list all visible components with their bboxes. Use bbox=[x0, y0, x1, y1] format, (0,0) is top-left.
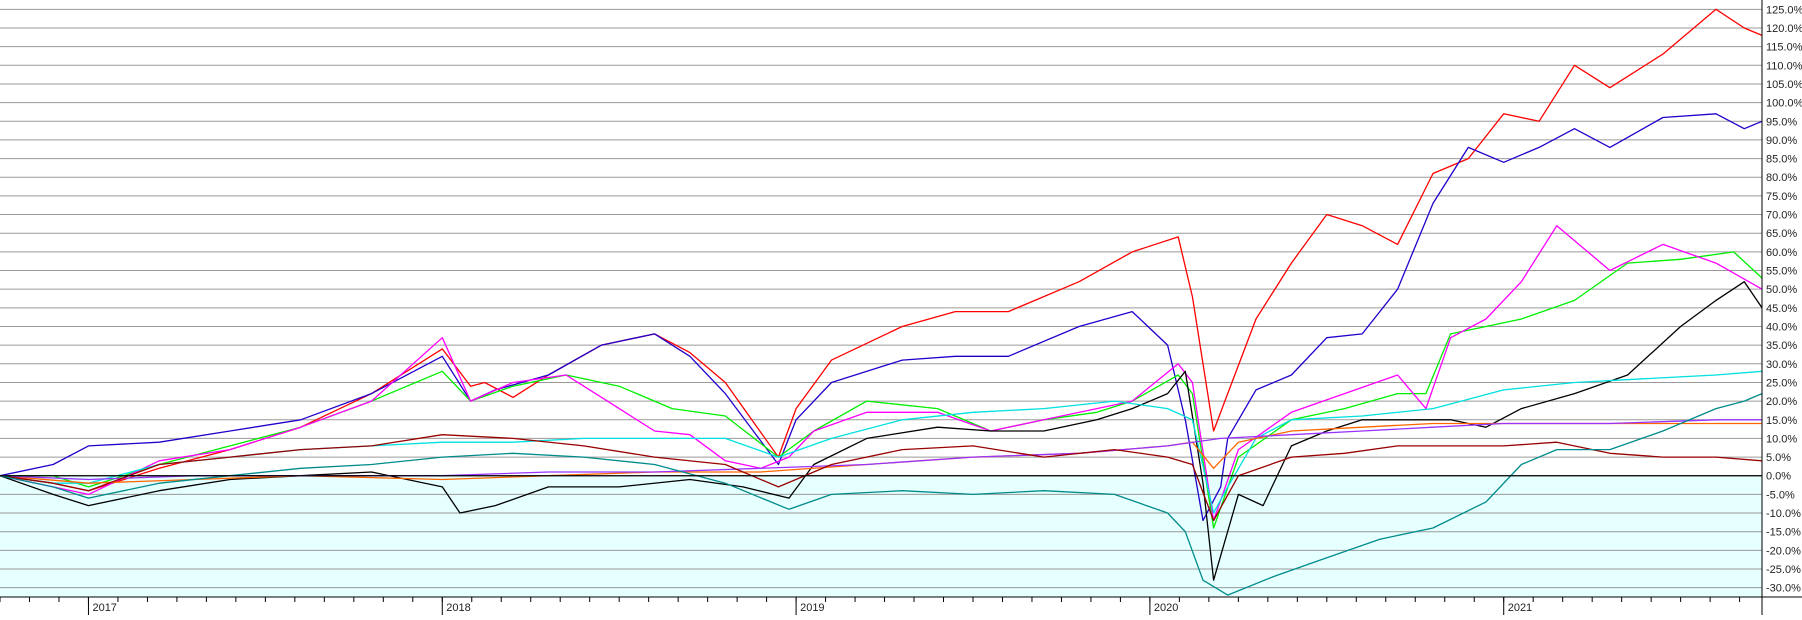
series-line-5 bbox=[0, 281, 1763, 581]
x-tick-label: 2017 bbox=[92, 602, 116, 614]
y-tick-label: 45.0% bbox=[1766, 303, 1797, 315]
y-tick-label: 115.0% bbox=[1766, 42, 1802, 54]
y-tick-label: 65.0% bbox=[1766, 228, 1797, 240]
y-tick-label: 50.0% bbox=[1766, 284, 1797, 296]
series-lines bbox=[0, 8, 1763, 596]
y-tick-label: 20.0% bbox=[1766, 396, 1797, 408]
gridlines bbox=[0, 8, 1762, 589]
series-line-9 bbox=[0, 434, 1763, 522]
y-tick-label: 90.0% bbox=[1766, 135, 1797, 147]
y-tick-labels: -30.0% -25.0% -20.0% -15.0% -10.0% -5.0% 0.0% 5… bbox=[1766, 4, 1802, 594]
y-tick-label: 100.0% bbox=[1766, 98, 1802, 110]
y-tick-label: 80.0% bbox=[1766, 172, 1797, 184]
series-line-2 bbox=[0, 113, 1763, 522]
y-tick-label: 70.0% bbox=[1766, 210, 1797, 222]
plot-background bbox=[0, 0, 1762, 597]
y-tick-label: 110.0% bbox=[1766, 60, 1802, 72]
y-tick-label: 30.0% bbox=[1766, 359, 1797, 371]
y-tick-label: 55.0% bbox=[1766, 266, 1797, 278]
y-tick-label: 125.0% bbox=[1766, 4, 1802, 16]
background-negative bbox=[0, 475, 1762, 597]
y-tick-label: -15.0% bbox=[1766, 527, 1801, 539]
y-tick-label: -30.0% bbox=[1766, 583, 1801, 595]
y-tick-label: 120.0% bbox=[1766, 23, 1802, 35]
y-tick-label: 25.0% bbox=[1766, 377, 1797, 389]
y-tick-label: 35.0% bbox=[1766, 340, 1797, 352]
y-tick-label: 0.0% bbox=[1766, 471, 1791, 483]
series-line-4 bbox=[0, 225, 1763, 522]
y-tick-label: 60.0% bbox=[1766, 247, 1797, 259]
y-tick-label: -5.0% bbox=[1766, 489, 1795, 501]
y-tick-label: 105.0% bbox=[1766, 79, 1802, 91]
x-tick-label: 2018 bbox=[446, 602, 470, 614]
y-tick-label: -20.0% bbox=[1766, 545, 1801, 557]
background-positive bbox=[0, 0, 1762, 476]
y-tick-label: 15.0% bbox=[1766, 415, 1797, 427]
x-tick-label: 2021 bbox=[1508, 602, 1532, 614]
y-tick-label: 10.0% bbox=[1766, 433, 1797, 445]
y-tick-label: 95.0% bbox=[1766, 116, 1797, 128]
x-tick-label: 2019 bbox=[800, 602, 824, 614]
x-tick-label: 2020 bbox=[1154, 602, 1178, 614]
y-tick-label: 5.0% bbox=[1766, 452, 1791, 464]
series-line-10 bbox=[0, 393, 1763, 596]
x-tick-labels: 2017 2018 2019 2020 2021 bbox=[92, 602, 1532, 614]
y-tick-label: 75.0% bbox=[1766, 191, 1797, 203]
y-tick-label: 85.0% bbox=[1766, 154, 1797, 166]
series-line-1 bbox=[0, 8, 1763, 492]
y-tick-label: -25.0% bbox=[1766, 564, 1801, 576]
y-tick-label: -10.0% bbox=[1766, 508, 1801, 520]
y-tick-label: 40.0% bbox=[1766, 321, 1797, 333]
